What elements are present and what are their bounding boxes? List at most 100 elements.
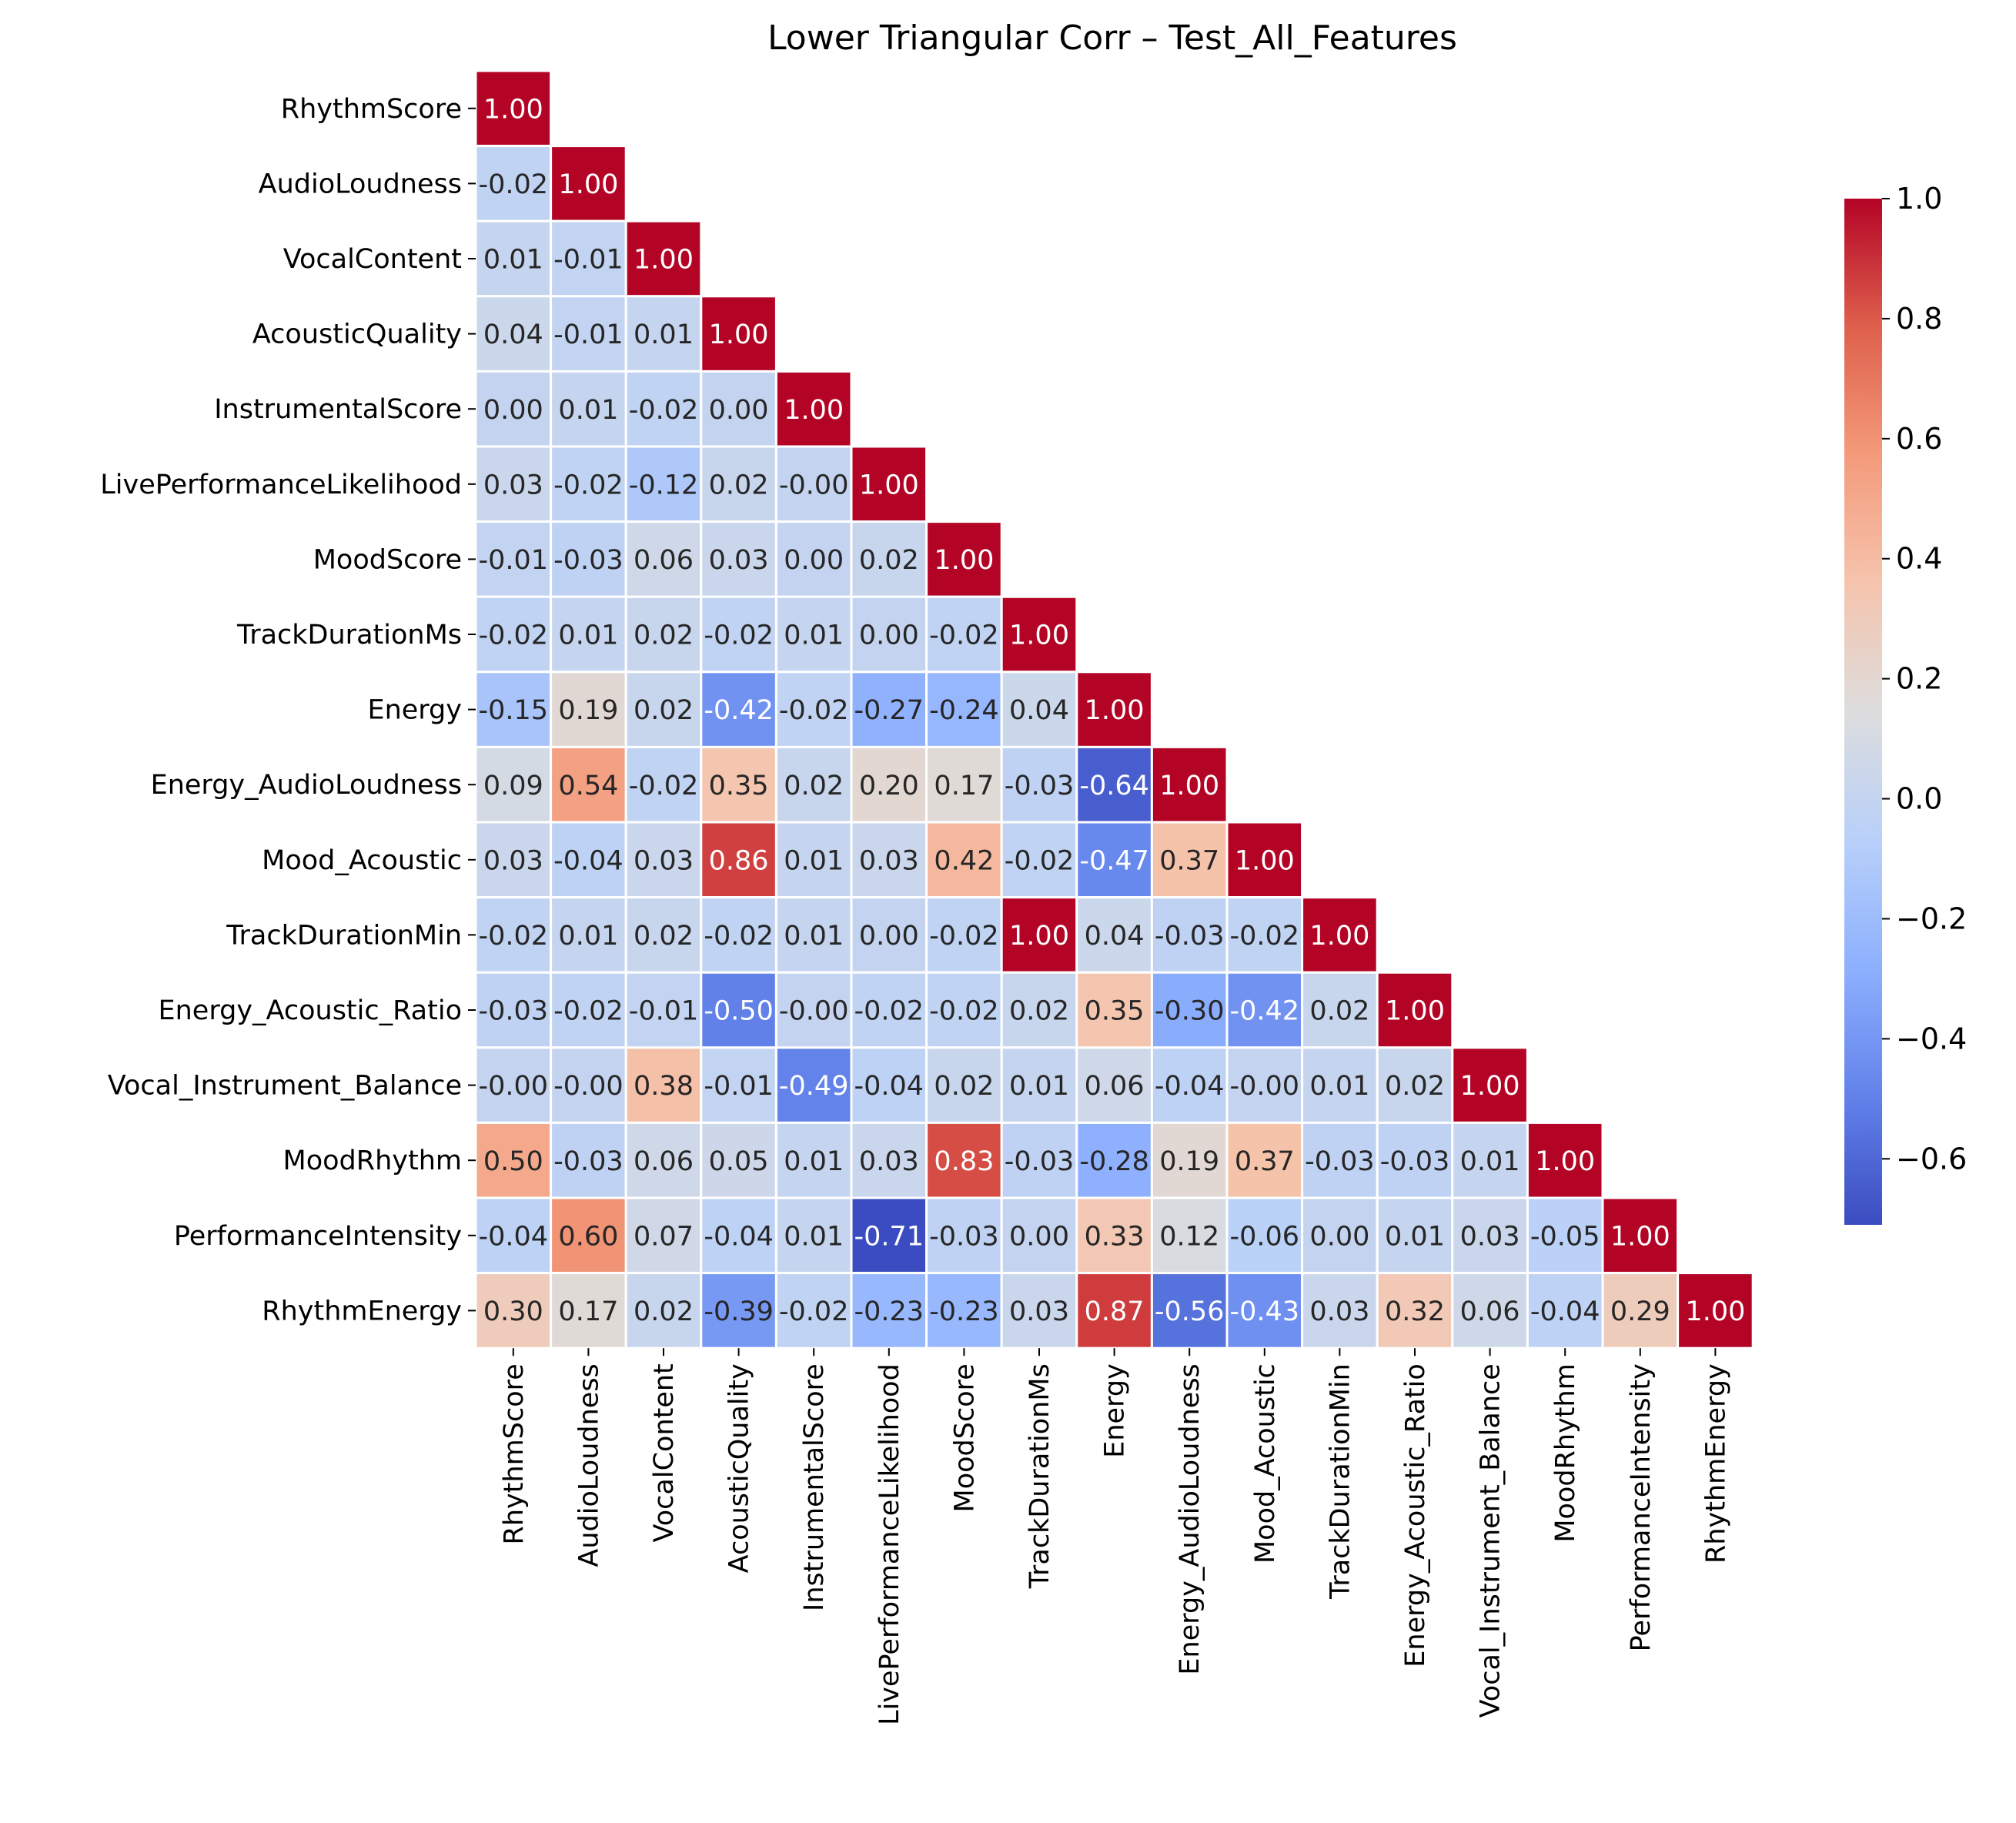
cell-value-label: 0.29 — [1610, 1296, 1670, 1327]
heatmap-cell — [850, 821, 928, 899]
heatmap-cell — [700, 295, 777, 373]
heatmap-cell — [850, 1196, 928, 1275]
heatmap-cell — [1301, 896, 1379, 974]
cell-value-label: 0.19 — [558, 695, 618, 726]
cell-value-label: -0.43 — [1230, 1296, 1300, 1327]
cell-value-label: 0.03 — [859, 845, 919, 876]
cell-value-label: 0.86 — [709, 845, 769, 876]
cell-value-label: 0.00 — [1009, 1221, 1069, 1252]
cell-value-label: 0.19 — [1159, 1146, 1219, 1177]
cell-value-label: 0.02 — [1385, 1071, 1445, 1102]
y-tick-label: VocalContent — [283, 244, 462, 275]
cell-value-label: -0.04 — [1155, 1071, 1225, 1102]
cell-value-label: 1.00 — [634, 245, 694, 276]
colorbar: 1.0 0.8 0.6 0.4 0.2 0.0 −0.2 −0.4 −0.6 — [1844, 182, 1967, 1225]
heatmap-cell — [1225, 896, 1304, 974]
cell-value-label: -0.04 — [553, 845, 624, 876]
heatmap-cell — [1075, 896, 1153, 974]
heatmap-cell — [925, 896, 1003, 974]
y-tick-label: AudioLoudness — [259, 169, 462, 199]
cell-value-label: 1.00 — [1385, 996, 1445, 1027]
cell-value-label: 0.04 — [1085, 921, 1145, 952]
heatmap-cell — [474, 145, 553, 222]
cell-value-label: -0.02 — [1230, 921, 1300, 952]
heatmap-cell — [1225, 821, 1304, 899]
y-tick-label: PerformanceIntensity — [174, 1221, 462, 1252]
cell-value-label: -0.27 — [854, 695, 924, 726]
heatmap-cell — [850, 1272, 928, 1350]
heatmap-cell — [774, 1121, 853, 1199]
heatmap-cell — [474, 1196, 553, 1275]
cell-value-label: 0.02 — [634, 921, 694, 952]
cell-value-label: -0.39 — [704, 1296, 774, 1327]
heatmap-cell — [624, 1196, 703, 1275]
x-tick-label: RhythmScore — [499, 1363, 530, 1544]
cell-value-label: -0.12 — [629, 470, 699, 500]
cell-value-label: -0.00 — [779, 996, 849, 1027]
cell-value-label: 0.09 — [483, 771, 543, 801]
cell-value-label: 1.00 — [1685, 1296, 1745, 1327]
heatmap-cell — [774, 445, 853, 523]
cell-value-label: 1.00 — [859, 470, 919, 500]
x-tick-label: TrackDurationMs — [1025, 1363, 1055, 1589]
cell-value-label: 0.17 — [558, 1296, 618, 1327]
cell-value-label: 0.03 — [1009, 1296, 1069, 1327]
cell-value-label: -0.02 — [704, 620, 774, 651]
cell-value-label: -0.04 — [704, 1221, 774, 1252]
cell-value-label: 0.01 — [1009, 1071, 1069, 1102]
cell-value-label: 0.83 — [934, 1146, 994, 1177]
cell-value-label: 0.02 — [784, 771, 844, 801]
x-tick-label: VocalContent — [649, 1363, 680, 1542]
cell-value-label: 0.01 — [784, 1221, 844, 1252]
cell-value-label: 0.30 — [483, 1296, 543, 1327]
y-tick-label: AcousticQuality — [252, 319, 462, 350]
cell-value-label: 0.01 — [1309, 1071, 1369, 1102]
cell-value-label: 0.03 — [709, 545, 769, 576]
cell-value-label: 0.07 — [634, 1221, 694, 1252]
heatmap-cell — [624, 219, 703, 298]
cell-value-label: 0.01 — [558, 620, 618, 651]
heatmap-cell — [474, 595, 553, 674]
cell-value-label: -0.04 — [854, 1071, 924, 1102]
cell-value-label: 1.00 — [934, 545, 994, 576]
cell-value-label: 0.06 — [634, 1146, 694, 1177]
heatmap-cell — [925, 1272, 1003, 1350]
cell-value-label: 0.03 — [483, 845, 543, 876]
heatmap-cell — [1451, 1196, 1529, 1275]
cell-value-label: -0.00 — [1230, 1071, 1300, 1102]
cell-value-label: -0.02 — [779, 695, 849, 726]
heatmap-cell — [700, 1046, 777, 1124]
heatmap-cell — [550, 1196, 627, 1275]
cell-value-label: 0.04 — [483, 319, 543, 350]
cell-value-label: 0.02 — [709, 470, 769, 500]
heatmap-cell — [1000, 595, 1078, 674]
heatmap-cell — [774, 745, 853, 824]
cell-value-label: 0.01 — [483, 245, 543, 276]
cell-value-label: -0.05 — [1530, 1221, 1600, 1252]
cell-value-label: -0.02 — [553, 996, 624, 1027]
heatmap-cell — [1075, 671, 1153, 748]
cell-value-label: -0.28 — [1079, 1146, 1149, 1177]
heatmap-cell — [1000, 1046, 1078, 1124]
chart-title: Lower Triangular Corr – Test_All_Feature… — [767, 18, 1457, 58]
cell-value-label: 0.00 — [1309, 1221, 1369, 1252]
cell-value-label: -0.02 — [553, 470, 624, 500]
colorbar-tick-label: −0.4 — [1896, 1022, 1967, 1055]
heatmap-cell — [774, 1046, 853, 1124]
heatmap-cell — [550, 295, 627, 373]
heatmap-cell — [624, 745, 703, 824]
cell-value-label: -0.02 — [479, 620, 549, 651]
y-tick-label: InstrumentalScore — [214, 394, 462, 425]
heatmap-cell — [850, 896, 928, 974]
cell-value-label: 0.06 — [634, 545, 694, 576]
cell-value-label: 1.00 — [558, 169, 618, 200]
heatmap-cell — [1225, 1272, 1304, 1350]
heatmap-cell — [474, 821, 553, 899]
cell-value-label: -0.02 — [479, 169, 549, 200]
cell-value-label: -0.01 — [479, 545, 549, 576]
heatmap-cell — [700, 821, 777, 899]
cell-value-label: 0.02 — [1009, 996, 1069, 1027]
cell-value-label: -0.02 — [479, 921, 549, 952]
cell-value-label: 0.04 — [1009, 695, 1069, 726]
cell-value-label: -0.03 — [1155, 921, 1225, 952]
